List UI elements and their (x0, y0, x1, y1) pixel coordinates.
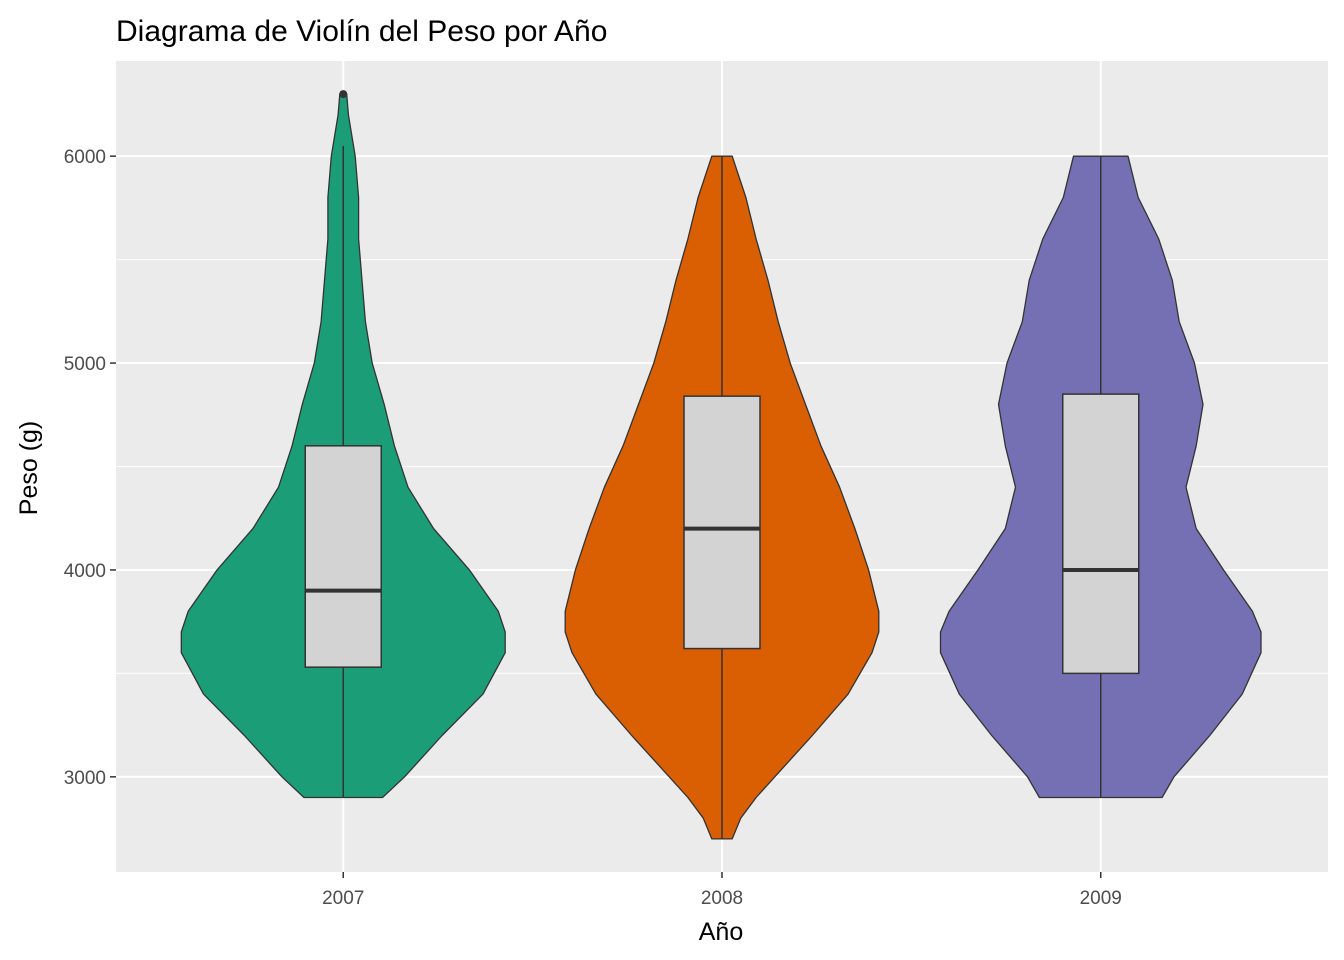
chart-title: Diagrama de Violín del Peso por Año (116, 15, 607, 48)
violins (180, 90, 1262, 840)
x-tick-label: 2007 (322, 888, 364, 909)
y-tick-label: 4000 (64, 561, 106, 582)
violin-group-2009 (939, 155, 1262, 799)
y-tick-label: 5000 (64, 354, 106, 375)
y-tick-label: 6000 (64, 147, 106, 168)
y-axis-title: Peso (g) (15, 421, 43, 515)
box-2009 (1062, 393, 1140, 675)
x-axis-ticks: 2007 2008 2009 (322, 872, 1122, 909)
box-2007 (304, 445, 382, 668)
x-axis-title: Año (699, 918, 743, 946)
x-tick-label: 2009 (1080, 888, 1122, 909)
violin-group-2008 (564, 155, 880, 840)
x-tick-label: 2008 (701, 888, 743, 909)
y-axis-ticks: 3000 4000 5000 6000 (64, 147, 116, 789)
outlier-point (339, 90, 348, 99)
box-2008 (683, 395, 761, 650)
violin-group-2007 (180, 90, 506, 799)
y-tick-label: 3000 (64, 768, 106, 789)
